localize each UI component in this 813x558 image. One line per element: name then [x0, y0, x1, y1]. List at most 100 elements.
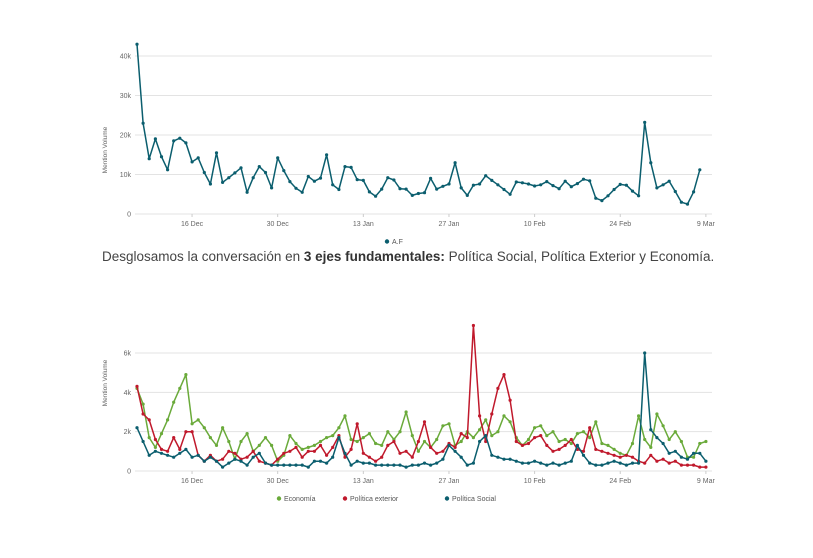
data-point[interactable] — [667, 451, 671, 455]
data-point[interactable] — [514, 459, 518, 463]
data-point[interactable] — [306, 465, 310, 469]
data-point[interactable] — [367, 432, 371, 436]
data-point[interactable] — [166, 449, 170, 453]
data-point[interactable] — [453, 161, 457, 165]
data-point[interactable] — [478, 182, 482, 186]
data-point[interactable] — [685, 457, 690, 461]
data-point[interactable] — [398, 463, 402, 467]
data-point[interactable] — [172, 400, 176, 404]
data-point[interactable] — [288, 180, 292, 184]
legend-item-economia[interactable]: Economía — [276, 496, 316, 503]
data-point[interactable] — [202, 426, 206, 430]
data-point[interactable] — [386, 176, 390, 180]
data-point[interactable] — [221, 457, 225, 461]
data-point[interactable] — [545, 443, 549, 447]
data-point[interactable] — [300, 463, 304, 467]
data-point[interactable] — [331, 434, 335, 438]
data-point[interactable] — [478, 414, 482, 418]
data-point[interactable] — [380, 443, 384, 447]
data-point[interactable] — [288, 449, 292, 453]
data-point[interactable] — [166, 418, 170, 422]
data-point[interactable] — [441, 449, 445, 453]
data-point[interactable] — [667, 437, 671, 442]
data-point[interactable] — [478, 428, 482, 432]
data-point[interactable] — [147, 418, 151, 422]
data-point[interactable] — [294, 445, 298, 449]
data-point[interactable] — [692, 451, 696, 455]
data-point[interactable] — [282, 463, 286, 467]
legend-item-politica-social[interactable]: Política Social — [444, 496, 497, 503]
data-point[interactable] — [227, 461, 231, 465]
data-point[interactable] — [539, 183, 543, 187]
data-point[interactable] — [575, 432, 580, 436]
data-point[interactable] — [520, 443, 525, 447]
data-point[interactable] — [159, 447, 164, 451]
data-point[interactable] — [404, 187, 408, 191]
data-point[interactable] — [398, 430, 402, 434]
data-point[interactable] — [655, 459, 659, 463]
data-point[interactable] — [484, 174, 488, 178]
data-point[interactable] — [282, 451, 286, 455]
data-point[interactable] — [361, 451, 365, 455]
data-point[interactable] — [618, 451, 622, 455]
data-point[interactable] — [679, 439, 684, 444]
data-point[interactable] — [545, 434, 549, 438]
data-point[interactable] — [166, 453, 170, 457]
data-point[interactable] — [459, 432, 463, 436]
data-point[interactable] — [355, 422, 359, 426]
data-point[interactable] — [471, 323, 475, 328]
data-point[interactable] — [172, 436, 176, 440]
data-point[interactable] — [649, 428, 653, 432]
data-point[interactable] — [386, 430, 390, 434]
data-point[interactable] — [643, 461, 647, 465]
data-point[interactable] — [294, 441, 298, 446]
data-point[interactable] — [355, 178, 359, 182]
data-point[interactable] — [190, 160, 194, 164]
data-point[interactable] — [526, 461, 531, 465]
data-point[interactable] — [581, 453, 586, 457]
data-point[interactable] — [551, 430, 555, 434]
data-point[interactable] — [459, 455, 463, 459]
data-point[interactable] — [471, 436, 475, 440]
data-point[interactable] — [643, 351, 647, 355]
data-point[interactable] — [422, 439, 427, 444]
data-point[interactable] — [618, 461, 622, 465]
data-point[interactable] — [410, 455, 414, 459]
data-point[interactable] — [704, 439, 708, 444]
data-point[interactable] — [355, 459, 359, 463]
data-point[interactable] — [496, 386, 500, 390]
data-point[interactable] — [435, 187, 439, 191]
data-point[interactable] — [276, 463, 280, 467]
data-point[interactable] — [300, 190, 304, 194]
data-point[interactable] — [361, 461, 365, 465]
data-point[interactable] — [404, 465, 408, 469]
data-point[interactable] — [471, 183, 475, 187]
data-point[interactable] — [698, 441, 702, 446]
data-point[interactable] — [649, 161, 653, 165]
data-point[interactable] — [557, 439, 561, 444]
data-point[interactable] — [490, 412, 494, 416]
data-point[interactable] — [349, 437, 353, 442]
data-point[interactable] — [263, 436, 268, 440]
data-point[interactable] — [300, 447, 304, 451]
data-point[interactable] — [606, 194, 610, 198]
data-point[interactable] — [349, 463, 353, 467]
data-point[interactable] — [141, 439, 145, 444]
data-point[interactable] — [374, 463, 378, 467]
data-point[interactable] — [429, 445, 433, 449]
data-point[interactable] — [153, 437, 157, 442]
data-point[interactable] — [184, 430, 188, 434]
data-point[interactable] — [514, 180, 518, 184]
data-point[interactable] — [318, 439, 323, 444]
data-point[interactable] — [502, 457, 506, 461]
data-point[interactable] — [526, 441, 531, 446]
data-point[interactable] — [453, 445, 457, 449]
legend[interactable]: A.F — [384, 239, 403, 245]
data-point[interactable] — [563, 179, 567, 183]
data-point[interactable] — [502, 187, 506, 192]
data-point[interactable] — [661, 457, 665, 461]
data-point[interactable] — [227, 176, 231, 180]
data-point[interactable] — [679, 200, 684, 204]
data-point[interactable] — [441, 184, 445, 188]
data-point[interactable] — [588, 179, 592, 183]
